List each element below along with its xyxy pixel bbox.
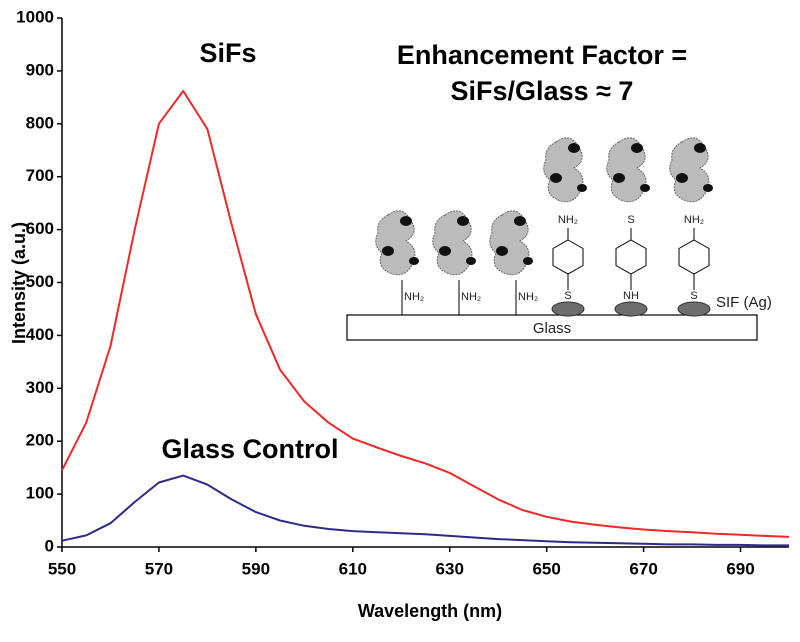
y-tick-label: 100 (26, 484, 54, 503)
protein-spot (640, 184, 650, 192)
protein-spot (568, 143, 580, 153)
protein-spot (523, 257, 533, 265)
x-tick-label: 610 (339, 559, 367, 578)
series-line (61, 90, 790, 538)
linker-label: S (564, 290, 571, 302)
x-tick-label: 670 (629, 559, 657, 578)
protein-icon (543, 137, 587, 203)
glass-label: Glass (533, 320, 571, 337)
linker-label: NH₂ (558, 214, 578, 226)
y-tick-label: 500 (26, 272, 54, 291)
linker-label: NH₂ (404, 291, 424, 303)
silver-particle (677, 301, 711, 317)
y-axis-label: Intensity (a.u.) (9, 222, 29, 344)
x-tick-label: 630 (436, 559, 464, 578)
protein-icon (432, 210, 476, 276)
linker-label: S (690, 290, 697, 302)
series-line (61, 474, 789, 547)
silver-particle (551, 301, 585, 317)
linker-label: NH₂ (461, 291, 481, 303)
benzene-ring (678, 239, 710, 275)
x-tick-label: 570 (145, 559, 173, 578)
x-axis-label: Wavelength (nm) (358, 601, 502, 621)
protein-spot (577, 184, 587, 192)
silver-label: SIF (Ag) (716, 294, 772, 311)
y-tick-label: 800 (26, 113, 54, 132)
protein-icon (606, 137, 650, 203)
inset-diagram: Glass SIF (Ag) NH₂ NH₂ NH₂ NH₂ S S NH NH₂ S (346, 137, 772, 341)
y-tick-label: 1000 (16, 7, 54, 26)
protein-spot (613, 173, 625, 183)
x-tick-label: 650 (532, 559, 560, 578)
protein-icon (669, 137, 713, 203)
protein-spot (676, 173, 688, 183)
protein-spot (694, 143, 706, 153)
benzene-ring (615, 239, 647, 275)
linker-label: S (627, 214, 634, 226)
protein-spot (457, 216, 469, 226)
y-tick-label: 400 (26, 325, 54, 344)
linker-label: NH (623, 290, 639, 302)
protein-spot (703, 184, 713, 192)
protein-spot (496, 246, 508, 256)
y-tick-label: 0 (45, 536, 54, 555)
protein-icon (489, 210, 533, 276)
annotation: SiFs/Glass ≈ 7 (451, 76, 634, 106)
y-tick-label: 900 (26, 60, 54, 79)
protein-spot (550, 173, 562, 183)
series-annotation: Glass Control (161, 434, 338, 464)
y-tick-label: 200 (26, 431, 54, 450)
series-annotation: SiFs (199, 38, 256, 68)
benzene-ring (552, 239, 584, 275)
x-tick-label: 550 (48, 559, 76, 578)
protein-icon (375, 210, 419, 276)
annotation: Enhancement Factor = (397, 40, 687, 70)
y-tick-label: 600 (26, 219, 54, 238)
x-tick-label: 590 (242, 559, 270, 578)
x-tick-label: 690 (726, 559, 754, 578)
protein-spot (631, 143, 643, 153)
protein-spot (400, 216, 412, 226)
protein-spot (382, 246, 394, 256)
protein-spot (466, 257, 476, 265)
glass-slide (346, 314, 758, 341)
protein-spot (514, 216, 526, 226)
protein-spot (439, 246, 451, 256)
protein-spot (409, 257, 419, 265)
linker-label: NH₂ (518, 291, 538, 303)
y-tick-label: 700 (26, 166, 54, 185)
y-tick-label: 300 (26, 378, 54, 397)
linker-label: NH₂ (684, 214, 704, 226)
silver-particle (614, 301, 648, 317)
